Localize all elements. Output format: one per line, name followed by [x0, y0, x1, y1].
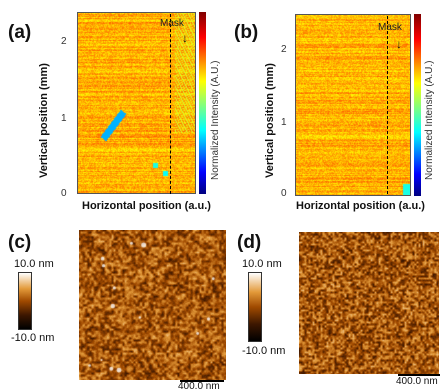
panel-a-ytick-0: 0	[61, 188, 67, 199]
panel-c-colorbar	[18, 272, 32, 330]
panel-b-mask-line	[387, 16, 388, 194]
panel-b-ytick-1: 1	[281, 117, 287, 128]
panel-b-mask-label: Mask	[378, 22, 402, 33]
panel-d-scale-bottom: -10.0 nm	[242, 345, 286, 357]
panel-a-xlabel: Horizontal position (a.u.)	[82, 200, 211, 212]
panel-a-mask-line	[170, 14, 171, 194]
panel-c-scale-top: 10.0 nm	[14, 258, 54, 270]
panel-d-scalebar-label: 400.0 nm	[396, 376, 438, 387]
panel-a-mask-arrow: ↓	[182, 31, 188, 45]
panel-c-afm-canvas	[79, 230, 226, 380]
panel-d-afm-image	[299, 232, 439, 374]
panel-d-afm-canvas	[299, 232, 439, 374]
panel-a-mask-label: Mask	[160, 18, 184, 29]
panel-d-scale-top: 10.0 nm	[242, 258, 282, 270]
panel-b-letter: (b)	[234, 22, 259, 43]
panel-d-letter: (d)	[237, 232, 262, 253]
panel-b-colorbar	[414, 14, 421, 196]
panel-b-colorbar-label: Normalized Intensity (A.U.)	[424, 60, 435, 180]
panel-a-ytick-1: 1	[61, 113, 67, 124]
panel-b-heatmap-canvas	[296, 15, 410, 195]
panel-a-colorbar-label: Normalized Intensity (A.U.)	[210, 60, 221, 180]
panel-a-ylabel: Vertical position (mm)	[38, 63, 50, 178]
panel-c-scalebar-label: 400.0 nm	[178, 381, 220, 392]
panel-a-letter: (a)	[8, 22, 32, 43]
panel-c-afm-image	[79, 230, 226, 380]
panel-d-colorbar	[248, 272, 262, 342]
panel-c-scale-bottom: -10.0 nm	[11, 332, 55, 344]
panel-b-ytick-0: 0	[281, 188, 287, 199]
panel-c-letter: (c)	[8, 232, 32, 253]
panel-d-scalebar	[398, 374, 440, 376]
panel-b-mask-arrow: ↓	[396, 37, 402, 51]
panel-b-heatmap	[295, 14, 411, 196]
panel-a-heatmap-canvas	[78, 13, 195, 193]
panel-a-heatmap	[77, 12, 196, 194]
panel-a-ytick-2: 2	[61, 36, 67, 47]
panel-b-ytick-2: 2	[281, 44, 287, 55]
panel-b-ylabel: Vertical position (mm)	[264, 63, 276, 178]
panel-b-xlabel: Horizontal position (a.u.)	[296, 200, 425, 212]
panel-c-scalebar	[180, 380, 224, 382]
panel-a-colorbar	[199, 12, 206, 194]
